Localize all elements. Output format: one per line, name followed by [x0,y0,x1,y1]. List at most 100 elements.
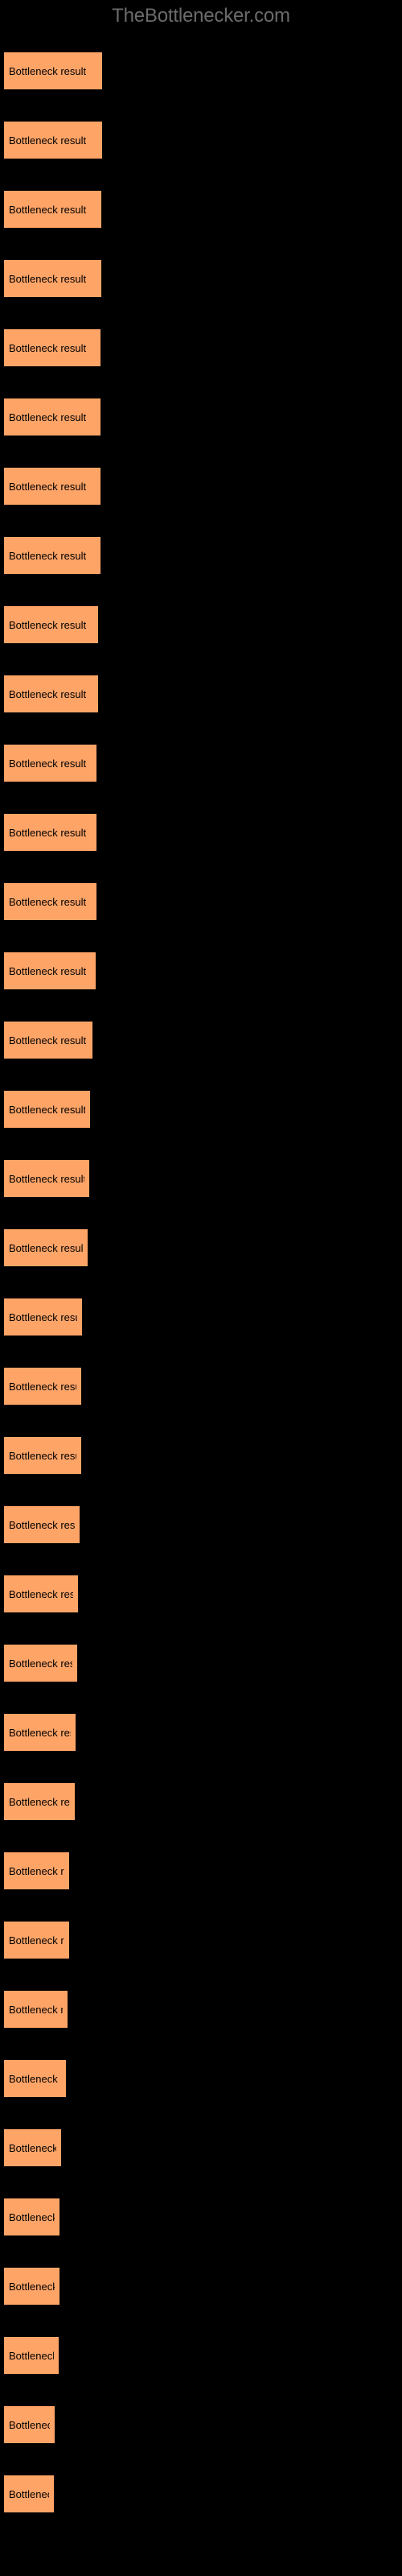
bottleneck-bar[interactable]: Bottleneck result50% [3,121,103,159]
gpu-name-label: NVIDIA TITAN V [5,2183,76,2194]
bottleneck-bar[interactable]: Bottleneck result48% [3,675,99,713]
chart-row: NVIDIA GeForce RTX 4070 Ti SUPERBottlene… [0,311,402,380]
gpu-name-label: AMD Radeon RX 7900 GRE [5,799,126,810]
bar-inner-label: Bottleneck result [4,758,86,770]
chart-row: NVIDIA RTX 6000 Ada GenerationBottleneck… [0,380,402,449]
bottleneck-bar[interactable]: Bottleneck result39.8% [3,1298,83,1336]
bottleneck-bar[interactable]: Bottleneck result36.1% [3,1782,76,1821]
bar-wrap: Bottleneck result28.7% [3,2198,60,2236]
bottleneck-bar[interactable]: Bottleneck result50% [3,52,103,90]
bar-inner-label: Bottleneck result [4,1450,76,1462]
gpu-name-label: NVIDIA TITAN RTX [5,1283,88,1294]
chart-row: AMD Radeon RX 6800Bottleneck result28.5% [0,2249,402,2318]
bar-value-label: 39.6% [88,1449,122,1463]
chart-row: NVIDIA GeForce RTX 4070 SUPERBottleneck … [0,657,402,726]
gpu-name-label: NVIDIA GeForce RTX 4080 SUPER [5,106,158,118]
bottleneck-bar[interactable]: Bottleneck result47% [3,813,97,852]
chart-row: AMD Radeon RX 6900 XTBottleneck result39… [0,1418,402,1488]
bar-inner-label: Bottleneck result [4,1796,70,1808]
bar-value-label: 29.3% [68,2141,102,2155]
bar-wrap: Bottleneck result49.6% [3,190,102,229]
bar-inner-label: Bottleneck result [4,2350,54,2362]
bottleneck-bar[interactable]: Bottleneck result38% [3,1575,79,1613]
bar-inner-label: Bottleneck result [4,1588,73,1600]
bar-value-label: 32.6% [74,2003,109,2017]
bar-inner-label: Bottleneck result [4,2073,61,2085]
bar-wrap: Bottleneck result28.5% [3,2267,60,2306]
bar-wrap: Bottleneck result48.9% [3,398,101,436]
bottleneck-bar[interactable]: Bottleneck result28.5% [3,2267,60,2306]
bar-inner-label: Bottleneck result [4,619,86,631]
bottleneck-bar[interactable]: Bottleneck result49% [3,467,101,506]
chart-row: NVIDIA GeForce RTX 3070 Bottleneck result… [0,1972,402,2041]
gpu-name-label: NVIDIA GeForce RTX 3070 [5,1975,123,1987]
bottleneck-bar[interactable]: Bottleneck result48.9% [3,398,101,436]
bottleneck-bar[interactable]: Bottleneck result33.4% [3,1921,70,1959]
bottleneck-bar[interactable]: Bottleneck result25.7% [3,2475,55,2513]
bar-wrap: Bottleneck result50% [3,52,103,90]
bar-wrap: Bottleneck result47.1% [3,744,97,782]
bottleneck-bar[interactable]: Bottleneck result47.1% [3,744,97,782]
gpu-name-label: AMD Radeon RX 7700 XT [5,2045,118,2056]
bar-inner-label: Bottleneck result [4,2419,50,2431]
bar-wrap: Bottleneck result28.1% [3,2336,59,2375]
bottleneck-bar[interactable]: Bottleneck result36.4% [3,1713,76,1752]
bottleneck-bar[interactable]: Bottleneck result31.9% [3,2059,67,2098]
gpu-name-label: NVIDIA GeForce RTX 4080 [5,245,123,256]
gpu-name-label: NVIDIA RTX A5000 [5,1352,88,1364]
bar-wrap: Bottleneck result47% [3,813,97,852]
bottleneck-bar[interactable]: Bottleneck result38.8% [3,1505,80,1544]
bar-value-label: 28.1% [65,2349,100,2363]
chart-row: NVIDIA TITAN V Bottleneck result28.7% [0,2180,402,2249]
bar-value-label: 37.7% [84,1657,118,1670]
bar-value-label: 48% [105,618,129,632]
bar-wrap: Bottleneck result43.6% [3,1159,90,1198]
bottleneck-bar[interactable]: Bottleneck result28.7% [3,2198,60,2236]
bar-wrap: Bottleneck result31.9% [3,2059,67,2098]
bar-wrap: Bottleneck result42.5% [3,1228,88,1267]
bottleneck-bar[interactable]: Bottleneck result48% [3,605,99,644]
gpu-name-label: NVIDIA GeForce RTX 3090 Ti [5,591,133,602]
bottleneck-bar[interactable]: Bottleneck result29.3% [3,2128,62,2167]
bar-inner-label: Bottleneck result [4,1727,71,1739]
bottleneck-bar[interactable]: Bottleneck result42.5% [3,1228,88,1267]
bar-wrap: Bottleneck result49% [3,467,101,506]
bottleneck-bar[interactable]: Bottleneck result32.6% [3,1990,68,2029]
bottleneck-bar[interactable]: Bottleneck result26.4% [3,2405,55,2444]
bar-inner-label: Bottleneck result [4,411,86,423]
bar-value-label: 47% [103,895,127,909]
bar-wrap: Bottleneck result49% [3,328,101,367]
bar-inner-label: Bottleneck result [4,1242,83,1254]
bottleneck-bar[interactable]: Bottleneck result43.9% [3,1090,91,1129]
bar-inner-label: Bottleneck result [4,204,86,216]
gpu-name-label: AMD Radeon RX 7900 XT [5,452,118,464]
bottleneck-bar[interactable]: Bottleneck result43.6% [3,1159,90,1198]
gpu-name-label: NVIDIA GeForce RTX 4090 [5,37,123,48]
bottleneck-bar[interactable]: Bottleneck result49% [3,328,101,367]
bottleneck-bar[interactable]: Bottleneck result47% [3,882,97,921]
bar-value-label: 42.5% [94,1241,129,1255]
bar-inner-label: Bottleneck result [4,1311,77,1323]
bottleneck-bar[interactable]: Bottleneck result49.3% [3,259,102,298]
bottleneck-bar[interactable]: Bottleneck result33.5% [3,1852,70,1890]
bar-value-label: 36.1% [81,1795,116,1809]
gpu-name-label: NVIDIA GeForce RTX 4070 Ti [5,522,133,533]
gpu-name-label: NVIDIA GeForce RTX 3070 Ti [5,1768,133,1779]
bar-inner-label: Bottleneck result [4,1034,86,1046]
chart-row: NVIDIA GeForce RTX 3090 Ti Bottleneck res… [0,588,402,657]
bottleneck-bar[interactable]: Bottleneck result39.7% [3,1367,82,1406]
bar-value-label: 38% [84,1587,109,1601]
chart-row: AMD Radeon RX 6950 XTBottleneck result43… [0,1072,402,1141]
bar-wrap: Bottleneck result33.5% [3,1852,70,1890]
bottleneck-bar[interactable]: Bottleneck result39.6% [3,1436,82,1475]
bottleneck-bar[interactable]: Bottleneck result37.7% [3,1644,78,1682]
bottleneck-bar[interactable]: Bottleneck result49.6% [3,190,102,229]
chart-row: AMD Radeon RX 7900 GRE Bottleneck result4… [0,795,402,865]
bottleneck-bar[interactable]: Bottleneck result44.9% [3,1021,93,1059]
gpu-name-label: NVIDIA GeForce RTX 4060 Ti [5,1699,133,1710]
chart-row: NVIDIA GeForce RTX 3060 TiBottleneck res… [0,2388,402,2457]
bottleneck-bar[interactable]: Bottleneck result49% [3,536,101,575]
bottleneck-bar[interactable]: Bottleneck result46.6% [3,952,96,990]
bottleneck-bar[interactable]: Bottleneck result28.1% [3,2336,59,2375]
gpu-name-label: NVIDIA GeForce RTX 2080 SUPER [5,2322,158,2333]
